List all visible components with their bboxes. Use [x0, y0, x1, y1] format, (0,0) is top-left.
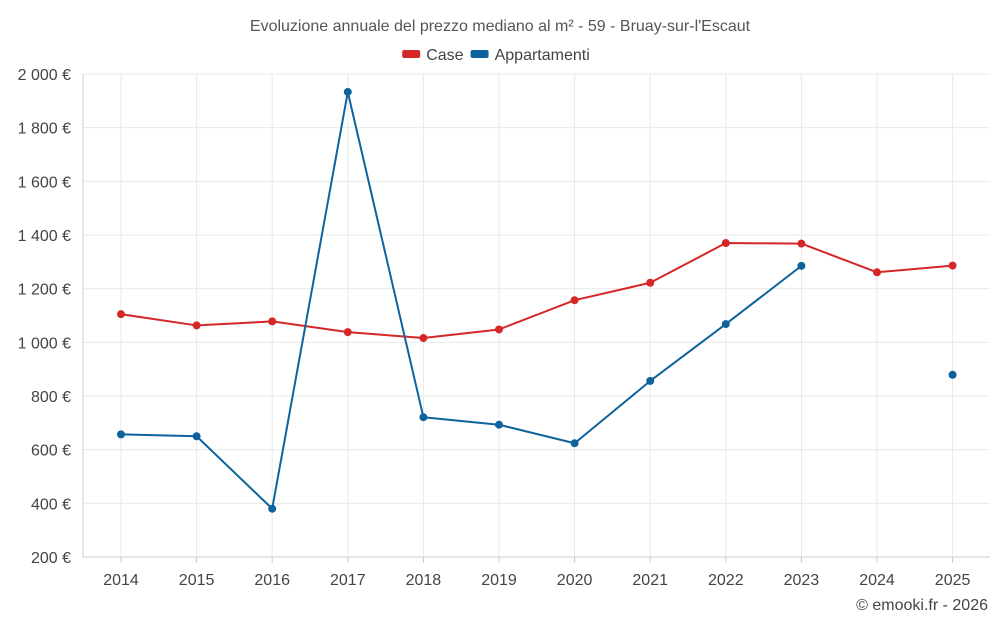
y-tick-label: 2 000 €: [18, 67, 71, 84]
axes: 200 € 400 € 600 € 800 € 1 000 € 1 200 € 1 400 …: [18, 67, 990, 589]
data-point[interactable]: [419, 334, 428, 343]
data-point[interactable]: [192, 432, 201, 441]
data-point[interactable]: [419, 413, 428, 422]
x-tick-label: 2020: [557, 572, 593, 589]
data-point[interactable]: [646, 278, 655, 287]
y-tick-label: 1 800 €: [18, 121, 71, 138]
data-point[interactable]: [570, 296, 579, 305]
x-tick-label: 2019: [481, 572, 517, 589]
legend-item-case[interactable]: Case: [402, 47, 464, 64]
x-tick-label: 2016: [254, 572, 290, 589]
credit-text: © emooki.fr - 2026: [856, 597, 988, 614]
data-point[interactable]: [343, 328, 352, 337]
chart-title: Evoluzione annuale del prezzo mediano al…: [250, 18, 751, 35]
data-point[interactable]: [873, 268, 881, 277]
series-line: [120, 90, 803, 510]
legend-swatch: [470, 50, 489, 58]
series-line: [120, 242, 953, 340]
x-tick-label: 2025: [935, 572, 971, 589]
legend-item-appartamenti[interactable]: Appartamenti: [470, 47, 590, 64]
y-tick-label: 800 €: [31, 389, 71, 406]
legend-label: Case: [426, 47, 463, 64]
data-point[interactable]: [117, 430, 125, 439]
y-tick-label: 600 €: [31, 443, 71, 460]
y-tick-label: 1 400 €: [18, 228, 71, 245]
data-point[interactable]: [268, 317, 277, 326]
data-point[interactable]: [948, 370, 957, 379]
data-point[interactable]: [268, 504, 277, 513]
x-tick-label: 2018: [406, 572, 442, 589]
data-point[interactable]: [797, 239, 806, 248]
y-tick-label: 1 600 €: [18, 174, 71, 191]
y-tick-label: 1 000 €: [18, 335, 71, 352]
x-tick-label: 2021: [632, 572, 668, 589]
x-tick-label: 2015: [179, 572, 215, 589]
data-point[interactable]: [570, 439, 579, 448]
data-point[interactable]: [797, 261, 806, 270]
data-point[interactable]: [646, 376, 655, 385]
data-point[interactable]: [192, 321, 201, 330]
y-tick-label: 400 €: [31, 496, 71, 513]
x-tick-label: 2022: [708, 572, 744, 589]
grid: [83, 73, 990, 557]
data-point[interactable]: [721, 239, 730, 248]
data-point[interactable]: [117, 310, 125, 319]
x-tick-label: 2017: [330, 572, 366, 589]
legend[interactable]: Case Appartamenti: [402, 47, 590, 64]
y-tick-label: 1 200 €: [18, 282, 71, 299]
x-tick-label: 2023: [784, 572, 820, 589]
data-point[interactable]: [721, 320, 730, 329]
legend-label: Appartamenti: [495, 47, 590, 64]
series-appartamenti: [117, 87, 957, 513]
x-tick-label: 2024: [859, 572, 895, 589]
data-point[interactable]: [948, 261, 957, 270]
legend-swatch: [402, 50, 421, 58]
x-tick-label: 2014: [103, 572, 139, 589]
series-case: [117, 239, 957, 343]
y-tick-label: 200 €: [31, 550, 71, 567]
series-layer: [117, 87, 957, 513]
data-point[interactable]: [495, 325, 503, 334]
data-point[interactable]: [343, 87, 352, 96]
data-point[interactable]: [495, 420, 503, 429]
